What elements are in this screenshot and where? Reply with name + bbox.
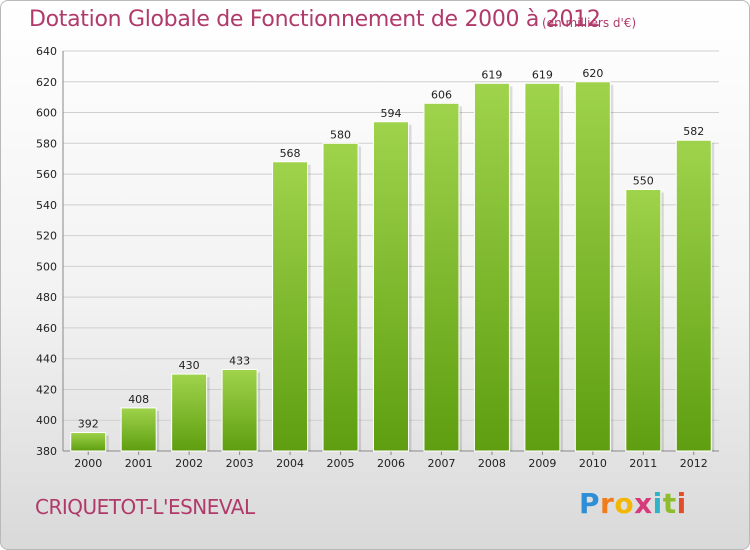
x-tick-label: 2000 [74,457,102,470]
value-label-2010: 620 [582,67,603,80]
x-tick-label: 2011 [629,457,657,470]
y-tick-label: 580 [36,137,57,150]
x-tick-label: 2005 [327,457,355,470]
axes: 380 400 420 440 460 480 500 520 540 560 580 600 620 6… [36,45,719,470]
x-tick-label: 2001 [125,457,153,470]
bar-2004 [272,161,309,452]
y-tick-label: 420 [36,383,57,396]
y-tick-label: 460 [36,322,57,335]
value-label-2002: 430 [179,359,200,372]
value-label-2007: 606 [431,88,452,101]
y-tick-label: 480 [36,291,57,304]
y-tick-label: 500 [36,260,57,273]
bar-2012 [675,139,712,452]
bar-2003 [221,368,258,452]
logo-letter: i [652,487,663,520]
bar-2007 [423,102,460,452]
value-label-2009: 619 [532,68,553,81]
value-label-2003: 433 [229,354,250,367]
x-tick-label: 2003 [226,457,254,470]
bars [70,81,715,452]
x-tick-label: 2012 [680,457,708,470]
y-tick-label: 540 [36,199,57,212]
y-tick-label: 600 [36,107,57,120]
logo-letter: t [662,487,677,520]
bar-2000 [70,432,107,452]
logo-letter: o [614,487,635,520]
bar-2008 [473,82,510,452]
proxiti-logo: Proxiti [579,487,687,520]
bar-2005 [322,142,359,452]
commune-name: CRIQUETOT-L'ESNEVAL [35,495,255,519]
y-tick-label: 620 [36,76,57,89]
x-tick-label: 2010 [579,457,607,470]
value-label-2011: 550 [633,174,654,187]
logo-letter: x [634,487,653,520]
x-tick-label: 2009 [528,457,556,470]
x-tick-label: 2008 [478,457,506,470]
value-label-2008: 619 [481,68,502,81]
logo-letter: r [600,487,615,520]
bar-2009 [524,82,561,452]
x-tick-label: 2007 [427,457,455,470]
x-tick-label: 2006 [377,457,405,470]
value-label-2006: 594 [381,107,402,120]
value-label-2004: 568 [280,147,301,160]
value-label-2000: 392 [78,418,99,431]
chart-title: Dotation Globale de Fonctionnement de 20… [29,7,601,32]
logo-letter: i [676,487,687,520]
value-labels: 392 408 430 433 568 580 594 606 619 619 620 550 582 [78,67,705,431]
bar-2011 [625,188,662,452]
x-tick-label: 2004 [276,457,304,470]
value-label-2001: 408 [128,393,149,406]
value-label-2005: 580 [330,128,351,141]
y-tick-label: 560 [36,168,57,181]
y-tick-label: 520 [36,230,57,243]
unit-label: (en milliers d'€) [542,16,637,30]
x-tick-label: 2002 [175,457,203,470]
bar-2002 [171,373,208,452]
value-label-2012: 582 [683,125,704,138]
y-tick-label: 400 [36,414,57,427]
bar-2006 [373,121,409,452]
logo-letter: P [579,487,601,520]
bar-2001 [120,407,157,452]
bar-2010 [574,81,611,452]
y-tick-label: 640 [36,45,57,58]
y-tick-label: 440 [36,353,57,366]
y-tick-label: 380 [36,445,57,458]
